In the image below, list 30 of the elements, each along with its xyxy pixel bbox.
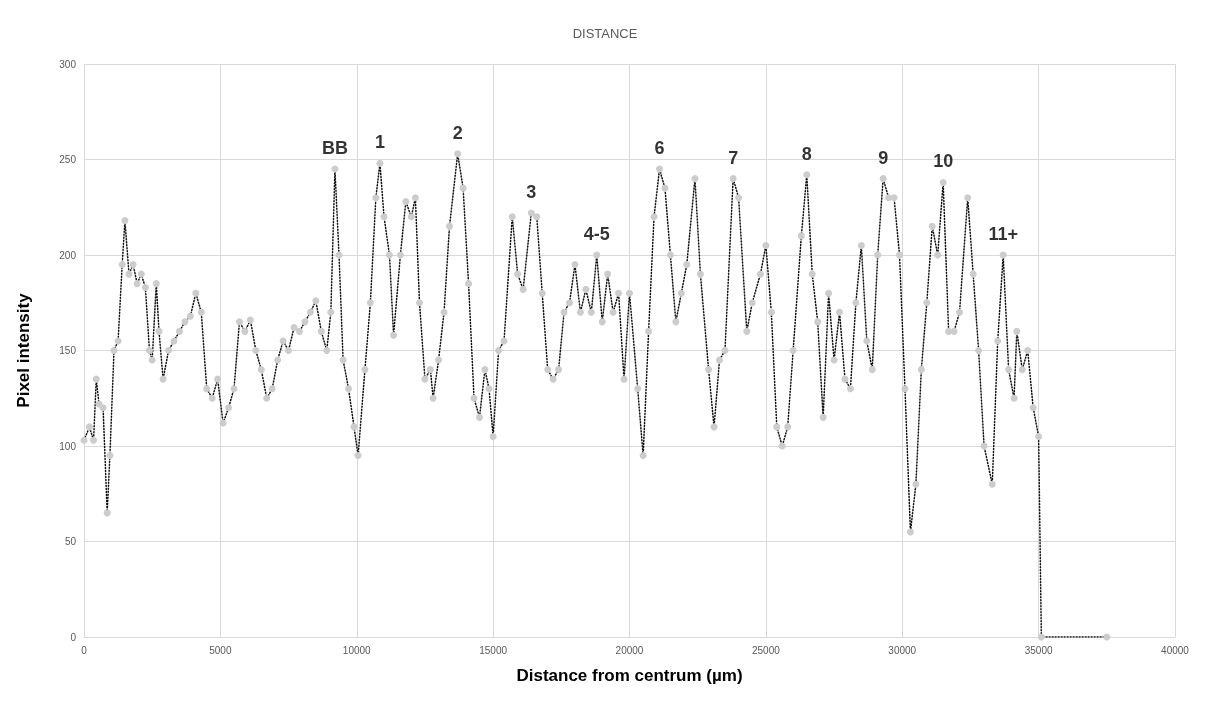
y-tick-label: 300 (59, 58, 77, 70)
annotation: 9 (878, 147, 889, 168)
annotation: 4-5 (583, 224, 610, 244)
y-tick-label: 250 (59, 154, 77, 165)
y-tick-label: 200 (59, 249, 77, 261)
x-tick-label: 35000 (1024, 644, 1053, 656)
annotation: 8 (801, 143, 812, 164)
y-tick-label: 0 (70, 631, 77, 643)
annotation: BB (321, 138, 348, 159)
x-axis-title: Distance from centrum (µm) (516, 666, 743, 685)
x-tick-label: 30000 (888, 644, 917, 656)
x-tick-label: 0 (81, 644, 88, 656)
x-tick-label: 5000 (209, 644, 232, 656)
annotation: 11+ (988, 224, 1018, 244)
y-tick-label: 150 (59, 345, 77, 356)
y-axis-title: Pixel intensity (14, 292, 33, 408)
y-tick-label: 100 (59, 440, 77, 452)
annotation: 10 (933, 151, 954, 172)
annotation: 7 (728, 147, 739, 168)
y-tick-label: 50 (64, 536, 77, 547)
annotation: 3 (526, 181, 537, 202)
chart-title: DISTANCE (572, 26, 638, 41)
annotation: 2 (452, 122, 463, 143)
x-tick-label: 20000 (615, 644, 644, 656)
x-tick-label: 25000 (751, 644, 781, 656)
x-tick-label: 10000 (342, 644, 372, 656)
annotation: 1 (374, 132, 385, 153)
annotation: 6 (654, 138, 665, 159)
x-tick-label: 40000 (1161, 644, 1190, 656)
x-tick-label: 15000 (479, 644, 508, 656)
